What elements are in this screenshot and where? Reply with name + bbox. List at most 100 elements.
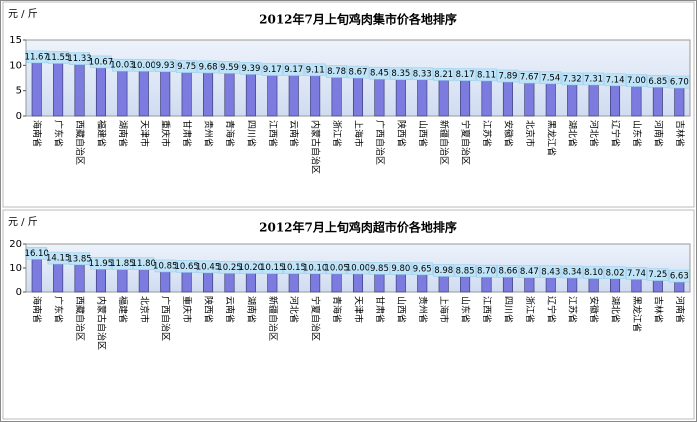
x-tick-label: 陕西省 <box>395 120 407 147</box>
value-label: 8.17 <box>456 70 475 80</box>
value-label-box <box>668 269 690 283</box>
value-label: 9.85 <box>370 264 389 274</box>
value-label-box <box>240 261 262 274</box>
y-tick-label: 10 <box>9 263 22 274</box>
x-tick-label: 青海省 <box>331 296 343 323</box>
y-tick-label: 15 <box>9 35 22 46</box>
x-tick-label: 辽宁省 <box>610 120 622 147</box>
value-label: 11.67 <box>25 52 49 62</box>
x-tick-label: 湖南省 <box>117 120 129 147</box>
value-label-box <box>154 59 176 72</box>
value-label: 7.00 <box>627 76 646 86</box>
value-label: 11.55 <box>46 53 70 63</box>
value-label: 9.17 <box>284 65 303 75</box>
value-label-box <box>90 55 112 69</box>
value-label-box <box>326 65 348 78</box>
value-label: 9.59 <box>220 63 239 73</box>
value-label: 11.33 <box>67 54 91 64</box>
value-label-box <box>261 63 283 76</box>
bar <box>331 71 342 117</box>
x-tick-label: 山西省 <box>417 120 429 147</box>
x-tick-label: 上海市 <box>353 120 365 147</box>
value-label-box <box>347 65 369 79</box>
value-label-box <box>540 265 562 279</box>
bar <box>160 65 171 117</box>
x-tick-label: 新疆自治区 <box>267 296 279 341</box>
x-tick-label: 江苏省 <box>481 120 493 147</box>
value-label: 8.02 <box>606 268 625 278</box>
value-label: 16.10 <box>25 249 49 259</box>
value-label: 7.54 <box>541 73 560 83</box>
value-label: 7.25 <box>648 270 667 280</box>
value-label-box <box>540 71 562 85</box>
x-tick-label: 宁夏自治区 <box>310 296 322 341</box>
panel <box>2 209 695 420</box>
value-label: 13.85 <box>67 254 91 264</box>
y-tick-label: 0 <box>16 287 22 298</box>
value-label-box <box>261 261 283 274</box>
value-label-box <box>625 267 647 280</box>
x-tick-label: 陕西省 <box>203 296 215 323</box>
value-label: 9.68 <box>199 62 218 72</box>
value-label-box <box>390 262 412 275</box>
value-label: 6.85 <box>648 77 667 87</box>
value-label-box <box>219 261 240 274</box>
x-tick-label: 山东省 <box>460 296 472 323</box>
bar <box>181 66 192 117</box>
value-label-box <box>176 260 198 273</box>
value-label: 8.10 <box>584 268 603 278</box>
value-label: 10.65 <box>174 262 198 272</box>
chart-title: 2012年7月上旬鸡肉集市价各地排序 <box>259 12 457 27</box>
value-label: 7.32 <box>563 74 582 84</box>
value-label: 10.00 <box>132 61 156 71</box>
value-label-box <box>219 61 240 74</box>
panel <box>2 1 695 208</box>
x-tick-label: 新疆自治区 <box>438 120 450 165</box>
value-label: 8.47 <box>520 267 539 277</box>
y-axis-label: 元 / 斤 <box>8 8 38 20</box>
x-tick-label: 海南省 <box>31 120 43 147</box>
x-tick-label: 江西省 <box>481 296 493 323</box>
value-label-box <box>390 67 412 80</box>
bar <box>53 57 64 117</box>
x-tick-label: 江苏省 <box>567 296 579 323</box>
bar <box>374 72 385 117</box>
value-label: 9.17 <box>263 65 282 75</box>
value-label: 8.43 <box>541 267 560 277</box>
value-label: 10.67 <box>89 57 113 67</box>
x-tick-label: 广东省 <box>53 296 65 323</box>
x-tick-label: 吉林省 <box>674 120 686 147</box>
value-label: 7.74 <box>627 269 646 279</box>
value-label-box <box>111 58 133 72</box>
bar <box>74 58 85 117</box>
x-tick-label: 安徽省 <box>502 120 514 147</box>
x-tick-label: 内蒙古自治区 <box>95 296 107 350</box>
y-tick-label: 10 <box>9 60 22 71</box>
value-label-box <box>647 75 669 88</box>
value-label: 8.66 <box>498 267 517 277</box>
value-label: 10.15 <box>282 263 306 273</box>
bar <box>352 71 364 117</box>
x-tick-label: 青海省 <box>224 120 236 147</box>
value-label-box <box>154 259 176 273</box>
value-label: 8.35 <box>391 69 410 79</box>
bar <box>117 64 128 117</box>
value-label-box <box>583 72 605 86</box>
value-label-box <box>476 68 497 82</box>
chart-title: 2012年7月上旬鸡肉超市价各地排序 <box>259 220 457 235</box>
x-tick-label: 海南省 <box>31 296 43 323</box>
value-label: 8.11 <box>477 70 496 80</box>
x-tick-label: 黑龙江省 <box>631 296 643 332</box>
value-label: 11.95 <box>89 259 113 269</box>
y-tick-label: 20 <box>9 239 22 250</box>
value-label-box <box>411 262 433 276</box>
value-label-box <box>283 261 305 274</box>
x-tick-label: 广西自治区 <box>374 120 386 165</box>
value-label-box <box>497 69 519 83</box>
x-tick-label: 云南省 <box>288 120 300 147</box>
value-label: 7.89 <box>498 72 517 82</box>
value-label: 9.93 <box>156 61 175 71</box>
value-label-box <box>26 247 48 260</box>
value-label-box <box>476 264 497 278</box>
value-label-box <box>69 52 91 65</box>
